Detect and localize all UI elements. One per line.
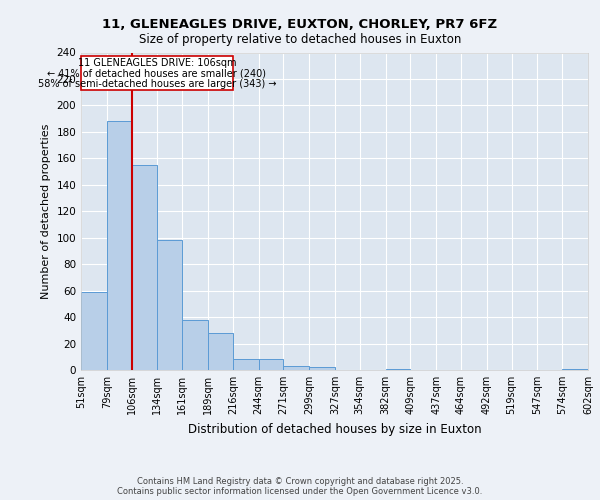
Bar — [182, 320, 208, 370]
Bar — [283, 366, 309, 370]
Text: 11 GLENEAGLES DRIVE: 106sqm: 11 GLENEAGLES DRIVE: 106sqm — [77, 58, 236, 68]
Bar — [157, 240, 182, 370]
Bar — [81, 292, 107, 370]
Bar — [233, 360, 259, 370]
Bar — [386, 368, 410, 370]
Bar — [562, 368, 588, 370]
Bar — [259, 360, 283, 370]
Y-axis label: Number of detached properties: Number of detached properties — [41, 124, 51, 299]
Text: Contains HM Land Registry data © Crown copyright and database right 2025.: Contains HM Land Registry data © Crown c… — [137, 477, 463, 486]
Text: Size of property relative to detached houses in Euxton: Size of property relative to detached ho… — [139, 32, 461, 46]
Text: Contains public sector information licensed under the Open Government Licence v3: Contains public sector information licen… — [118, 487, 482, 496]
Bar — [107, 122, 131, 370]
Text: 58% of semi-detached houses are larger (343) →: 58% of semi-detached houses are larger (… — [38, 79, 276, 89]
FancyBboxPatch shape — [81, 56, 233, 90]
Bar — [309, 368, 335, 370]
Bar — [131, 165, 157, 370]
Bar — [208, 333, 233, 370]
Text: 11, GLENEAGLES DRIVE, EUXTON, CHORLEY, PR7 6FZ: 11, GLENEAGLES DRIVE, EUXTON, CHORLEY, P… — [103, 18, 497, 30]
X-axis label: Distribution of detached houses by size in Euxton: Distribution of detached houses by size … — [188, 422, 481, 436]
Text: ← 41% of detached houses are smaller (240): ← 41% of detached houses are smaller (24… — [47, 68, 266, 78]
